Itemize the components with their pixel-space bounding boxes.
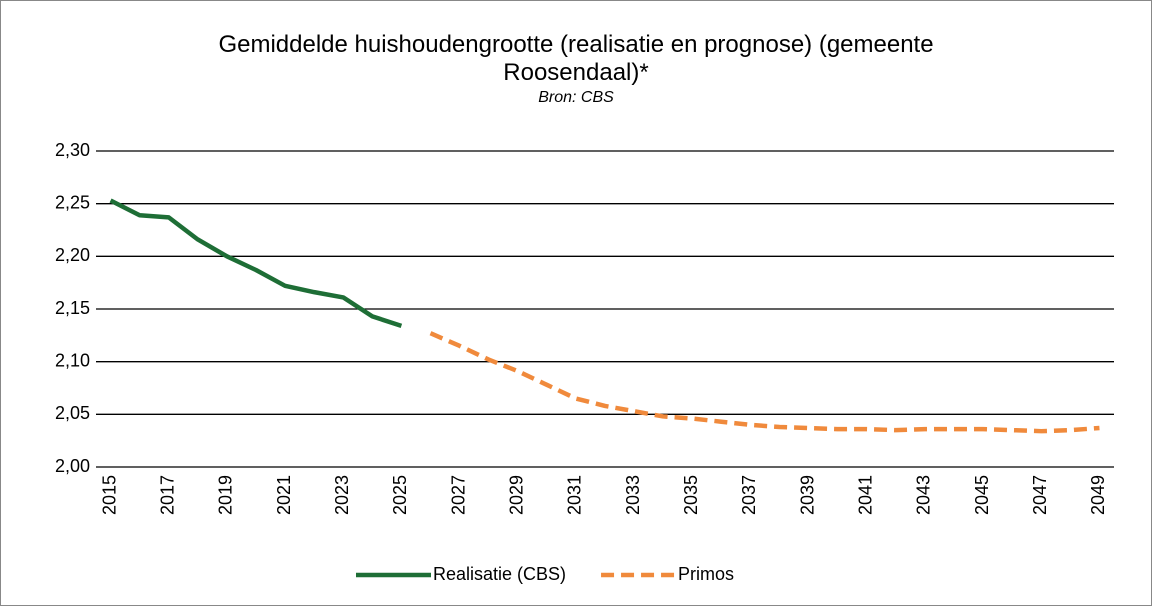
x-tick-label: 2021 <box>274 475 294 515</box>
y-tick-label: 2,00 <box>55 456 90 476</box>
x-tick-label: 2033 <box>623 475 643 515</box>
y-tick-label: 2,15 <box>55 298 90 318</box>
x-tick-label: 2017 <box>157 475 177 515</box>
data-line <box>109 198 403 328</box>
x-tick-label: 2019 <box>216 475 236 515</box>
chart-title: Gemiddelde huishoudengrootte (realisatie… <box>218 31 934 86</box>
x-tick-label: 2037 <box>739 475 759 515</box>
y-tick-label: 2,25 <box>55 192 90 212</box>
y-tick-label: 2,30 <box>55 140 90 160</box>
x-tick-label: 2015 <box>99 475 119 515</box>
legend-label: Realisatie (CBS) <box>433 564 566 584</box>
x-tick-label: 2049 <box>1088 475 1108 515</box>
y-tick-label: 2,10 <box>55 350 90 370</box>
x-tick-label: 2039 <box>797 475 817 515</box>
x-tick-label: 2027 <box>448 475 468 515</box>
x-tick-label: 2041 <box>856 475 876 515</box>
x-tick-label: 2025 <box>390 475 410 515</box>
x-tick-label: 2029 <box>506 475 526 515</box>
x-tick-label: 2023 <box>332 475 352 515</box>
x-tick-label: 2031 <box>565 475 585 515</box>
y-tick-label: 2,20 <box>55 245 90 265</box>
legend-label: Primos <box>678 564 734 584</box>
chart-subtitle: Bron: CBS <box>538 89 614 106</box>
x-tick-label: 2045 <box>972 475 992 515</box>
x-tick-label: 2047 <box>1030 475 1050 515</box>
x-tick-label: 2043 <box>914 475 934 515</box>
data-line <box>429 331 1100 434</box>
x-tick-label: 2035 <box>681 475 701 515</box>
y-tick-label: 2,05 <box>55 403 90 423</box>
